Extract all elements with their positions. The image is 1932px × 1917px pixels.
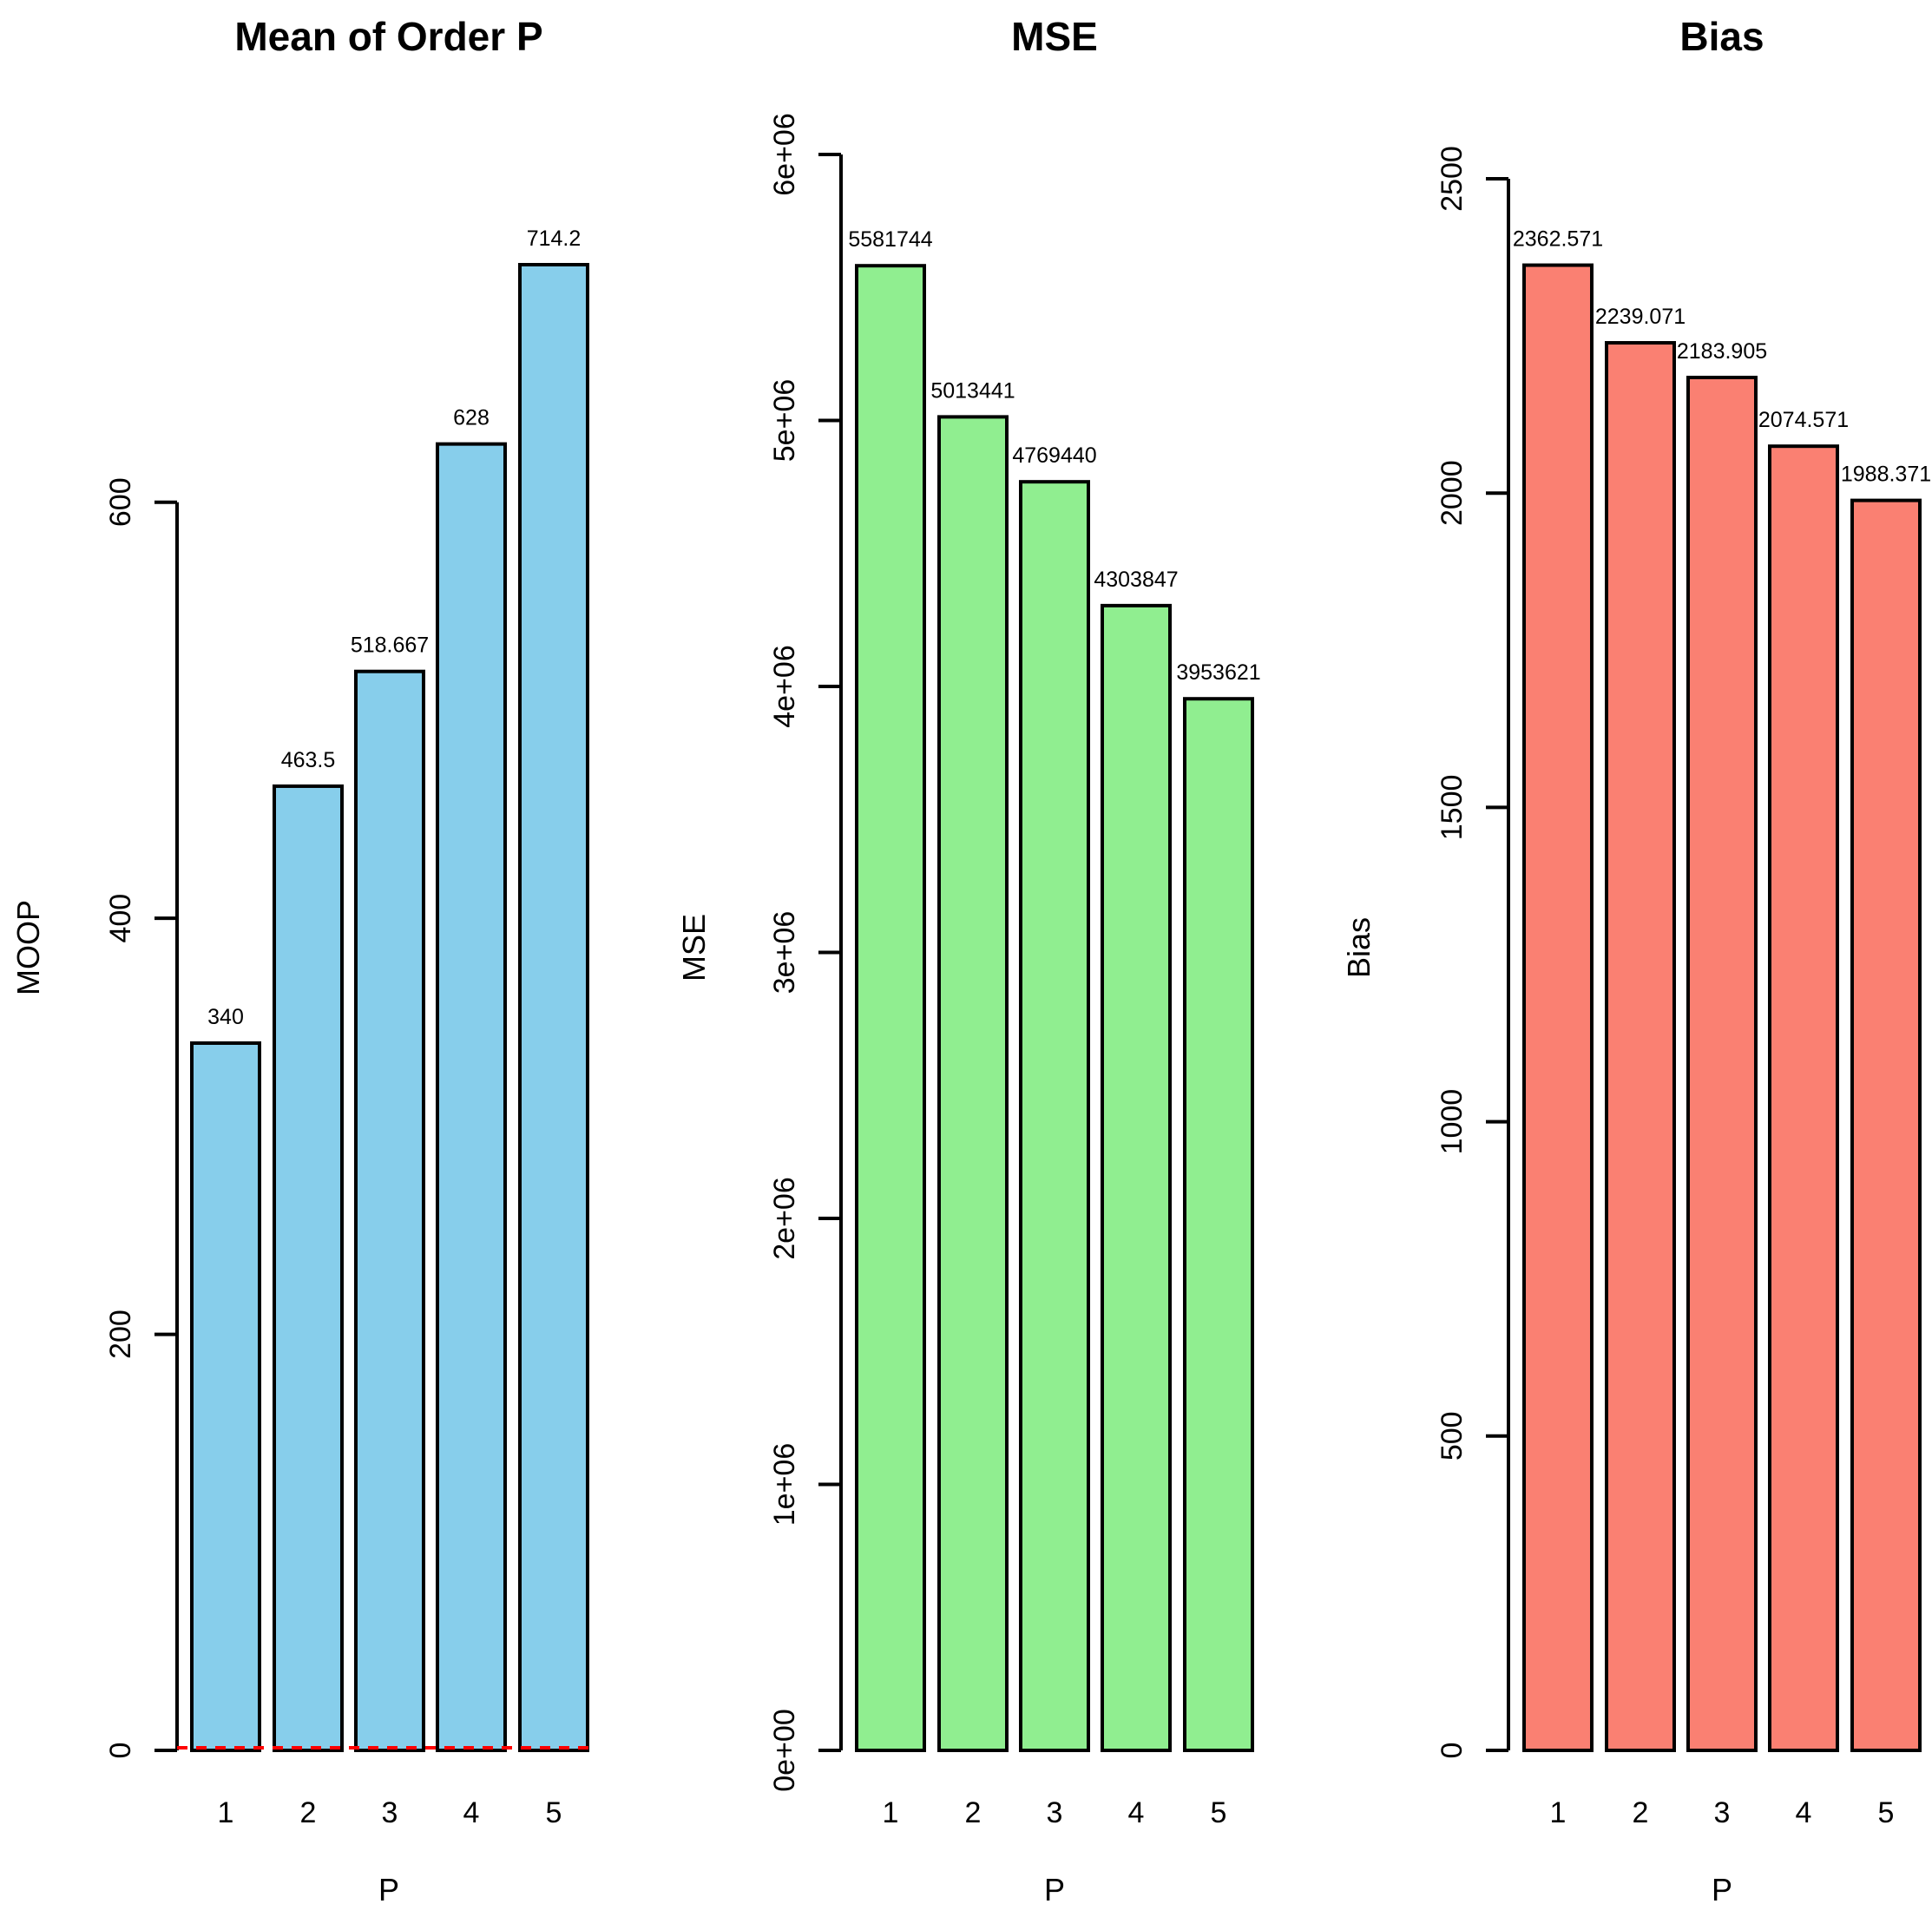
bar-value-label: 2362.571: [1513, 227, 1603, 252]
bar-value-label: 4769440: [1012, 443, 1096, 468]
x-axis-label: P: [378, 1872, 399, 1907]
x-tick-label: 2: [965, 1796, 982, 1829]
bar-value-label: 1988.371: [1841, 463, 1931, 487]
y-tick-label: 4e+06: [768, 645, 801, 728]
y-tick-label: 0: [104, 1743, 137, 1759]
chart-title: Bias: [1679, 14, 1764, 59]
x-tick-label: 4: [1128, 1796, 1145, 1829]
y-axis-label: Bias: [1341, 917, 1377, 978]
x-tick-label: 3: [1047, 1796, 1063, 1829]
y-tick-label: 2500: [1436, 146, 1469, 212]
bar-p5: [518, 263, 589, 1752]
x-tick-label: 3: [382, 1796, 398, 1829]
bar-p1: [855, 264, 926, 1753]
bar-value-label: 714.2: [527, 226, 582, 251]
bar-value-label: 340: [207, 1005, 244, 1029]
y-tick-label: 2e+06: [768, 1177, 801, 1260]
x-tick-label: 5: [546, 1796, 562, 1829]
x-tick-label: 1: [883, 1796, 899, 1829]
bar-value-label: 5013441: [930, 378, 1015, 403]
bar-p3: [1019, 480, 1090, 1752]
y-tick-label: 0: [1436, 1743, 1469, 1759]
y-tick-label: 6e+06: [768, 113, 801, 196]
y-tick-label: 400: [104, 894, 137, 943]
y-tick-label: 500: [1436, 1411, 1469, 1461]
x-tick-label: 1: [218, 1796, 234, 1829]
bar-value-label: 628: [453, 406, 490, 430]
y-tick-label: 0e+00: [768, 1709, 801, 1792]
y-tick-label: 600: [104, 477, 137, 527]
x-axis-label: P: [1712, 1872, 1732, 1907]
bar-value-label: 3953621: [1176, 660, 1260, 685]
bar-p3: [354, 669, 425, 1752]
x-tick-label: 2: [300, 1796, 317, 1829]
bar-value-label: 463.5: [281, 748, 336, 772]
x-tick-label: 5: [1878, 1796, 1895, 1829]
bar-value-label: 5581744: [848, 227, 932, 252]
x-tick-label: 3: [1714, 1796, 1731, 1829]
y-tick-label: 200: [104, 1310, 137, 1359]
x-tick-label: 4: [1796, 1796, 1812, 1829]
x-tick-label: 1: [1550, 1796, 1567, 1829]
x-tick-label: 4: [463, 1796, 480, 1829]
y-tick-label: 5e+06: [768, 379, 801, 463]
x-axis-label: P: [1044, 1872, 1065, 1907]
y-tick-label: 2000: [1436, 460, 1469, 526]
bar-value-label: 2183.905: [1677, 339, 1767, 364]
bar-p5: [1183, 697, 1254, 1752]
y-tick-label: 1500: [1436, 775, 1469, 841]
bar-value-label: 2074.571: [1758, 408, 1849, 432]
bar-p5: [1850, 498, 1922, 1752]
bar-value-label: 518.667: [351, 634, 429, 658]
x-tick-label: 2: [1633, 1796, 1649, 1829]
bar-value-label: 4303847: [1094, 568, 1178, 592]
bar-p4: [1768, 444, 1839, 1752]
y-axis-label: MSE: [676, 914, 712, 981]
x-tick-label: 5: [1211, 1796, 1227, 1829]
y-tick-label: 3e+06: [768, 911, 801, 995]
y-tick-label: 1000: [1436, 1089, 1469, 1155]
y-tick-label: 1e+06: [768, 1443, 801, 1526]
bar-p4: [1101, 603, 1172, 1753]
chart-title: Mean of Order P: [234, 14, 542, 59]
bar-p2: [1605, 341, 1676, 1752]
bar-p1: [190, 1041, 261, 1753]
bar-p2: [273, 784, 344, 1753]
bar-value-label: 2239.071: [1595, 305, 1686, 329]
bar-p3: [1686, 375, 1758, 1752]
y-axis-label: MOOP: [10, 900, 46, 995]
bar-p2: [937, 415, 1009, 1752]
bar-p1: [1522, 263, 1594, 1752]
bar-p4: [436, 442, 507, 1753]
chart-title: MSE: [1011, 14, 1098, 59]
